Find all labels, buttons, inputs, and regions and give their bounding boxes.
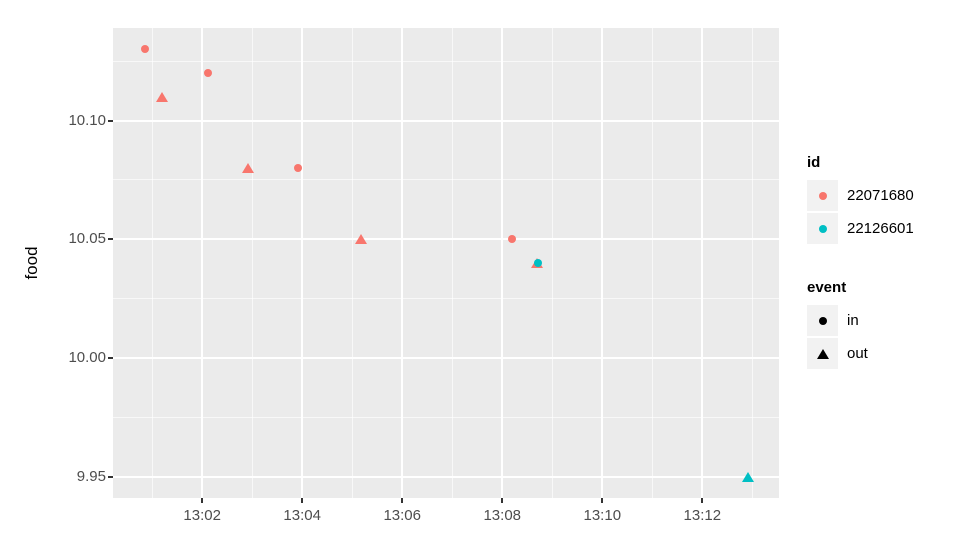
legend: id 22071680 22126601 event in: [807, 153, 953, 371]
y-tick-mark: [108, 238, 113, 241]
gridline-x-major: [201, 28, 204, 498]
data-point-22071680-out: [354, 234, 367, 245]
y-tick-label: 10.05: [68, 230, 106, 248]
gridline-y-minor: [113, 179, 779, 181]
data-point-22071680-in: [204, 69, 213, 78]
x-tick-mark: [701, 498, 704, 503]
gridline-x-major: [301, 28, 304, 498]
gridline-y-minor: [113, 298, 779, 300]
gridline-x-minor: [751, 28, 753, 498]
legend-key-box: [807, 180, 838, 211]
data-point-22126601-out: [742, 471, 755, 482]
legend-group-id: id 22071680 22126601: [807, 153, 953, 244]
x-tick-label: 13:06: [383, 507, 421, 524]
gridline-y-major: [113, 238, 779, 241]
legend-key-box: [807, 305, 838, 336]
x-tick-label: 13:10: [583, 507, 622, 524]
data-point-22071680-in: [294, 164, 303, 173]
x-tick-label: 13:12: [683, 507, 722, 524]
circle-marker-icon: [818, 316, 827, 325]
legend-group-event: event in out: [807, 278, 953, 369]
gridline-y-major: [113, 356, 779, 359]
y-tick-label: 9.95: [76, 467, 106, 485]
y-tick-label: 10.10: [68, 111, 106, 129]
legend-item-id-22071680: 22071680: [807, 180, 953, 211]
data-point-22071680-in: [140, 45, 149, 54]
x-tick-label: 13:04: [283, 507, 321, 524]
legend-key-box: [807, 338, 838, 369]
x-tick-mark: [301, 498, 304, 503]
x-tick-mark: [601, 498, 604, 503]
triangle-marker-icon: [816, 348, 829, 359]
legend-item-event-in: in: [807, 305, 953, 336]
y-tick-mark: [108, 119, 113, 122]
legend-item-label: in: [847, 312, 859, 329]
legend-item-label: 22126601: [847, 220, 914, 237]
y-tick-label: 10.00: [68, 348, 106, 366]
gridline-x-minor: [351, 28, 353, 498]
legend-item-event-out: out: [807, 338, 953, 369]
gridline-x-major: [501, 28, 504, 498]
legend-id-title: id: [807, 154, 821, 171]
plot-panel: [113, 28, 779, 498]
x-tick-mark: [401, 498, 404, 503]
data-point-22071680-out: [156, 91, 169, 102]
legend-item-id-22126601: 22126601: [807, 213, 953, 244]
data-point-22126601-in: [534, 259, 543, 267]
y-tick-mark: [108, 356, 113, 359]
x-tick-mark: [501, 498, 504, 503]
legend-key-box: [807, 213, 838, 244]
legend-item-label: out: [847, 345, 868, 362]
circle-marker-icon: [818, 191, 827, 200]
gridline-x-minor: [451, 28, 453, 498]
legend-event-title: event: [807, 279, 847, 296]
data-point-22071680-in: [508, 235, 517, 244]
gridline-y-minor: [113, 416, 779, 418]
y-tick-mark: [108, 475, 113, 478]
gridline-y-minor: [113, 60, 779, 62]
gridline-x-major: [601, 28, 604, 498]
gridline-y-major: [113, 475, 779, 478]
gridline-x-minor: [551, 28, 553, 498]
gridline-x-major: [401, 28, 404, 498]
gridline-x-minor: [251, 28, 253, 498]
data-point-22071680-out: [242, 163, 255, 174]
legend-item-label: 22071680: [847, 187, 914, 204]
gridline-x-minor: [651, 28, 653, 498]
x-tick-mark: [201, 498, 204, 503]
gridline-x-minor: [151, 28, 153, 498]
circle-marker-icon: [818, 224, 827, 233]
gridline-x-major: [701, 28, 704, 498]
x-tick-label: 13:08: [483, 507, 522, 524]
x-tick-label: 13:02: [183, 507, 221, 524]
gridline-y-major: [113, 119, 779, 122]
